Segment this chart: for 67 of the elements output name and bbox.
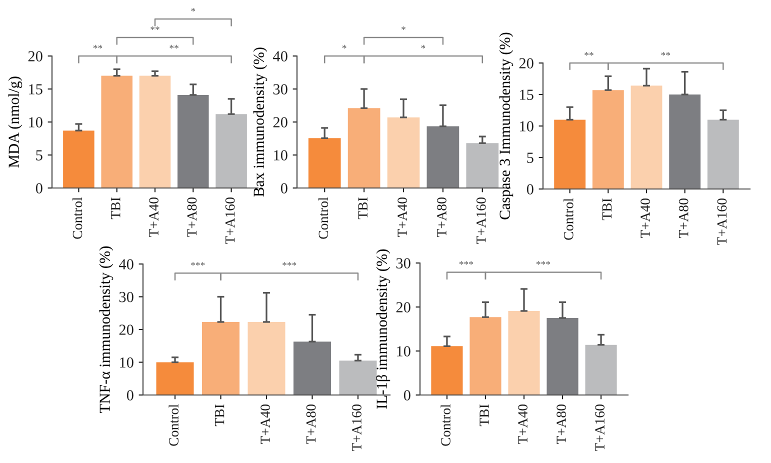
x-tick-label: T+A160 [595,404,605,451]
x-tick-label: T+A40 [398,198,407,238]
x-tick-label: T+A80 [556,404,566,444]
x-tick-label: TBI [215,404,224,426]
y-tick-label: 20 [396,302,410,312]
text: ** [661,52,670,56]
x-tick-label: TBI [111,198,120,220]
text: * [342,44,346,48]
x-tick-label: T+A80 [187,198,197,238]
x-tick-label: Control [168,404,178,446]
y-tick-label: 0 [404,390,410,400]
y-tick-label: 0 [36,183,42,194]
x-tick-label: T+A40 [149,198,158,238]
x-tick-label: Control [318,197,328,239]
y-tick-label: 10 [397,346,410,356]
annotation: *** [282,262,296,266]
y-tick-label: 10 [120,357,134,368]
x-tick-label: T+A40 [640,198,650,238]
y-tick-label: 30 [273,84,288,94]
text: ** [584,52,594,56]
y-tick-label: 0 [280,183,288,194]
annotation: *** [191,262,205,266]
x-tick-label: T+A80 [678,198,688,238]
text: ** [93,44,102,48]
y-tick-label: 10 [29,117,42,128]
x-tick-label: T+A40 [260,404,270,444]
y-tick-label: 40 [272,51,288,62]
x-tick-label: TBI [358,198,368,220]
x-tick-label: TBI [602,198,612,220]
x-tick-label: T+A160 [352,404,362,451]
x-tick-label: T+A80 [306,404,316,444]
annotation: *** [536,261,550,265]
x-tick-label: T+A80 [437,198,446,238]
x-tick-label: Control [564,198,574,240]
y-tick-label: 0 [126,390,134,400]
y-axis-title: TNF-α immunodensity (%) [99,246,114,413]
y-tick-label: 20 [273,117,288,128]
y-tick-label: 20 [28,51,42,62]
x-tick-label: Control [72,197,82,239]
y-tick-label: 15 [520,90,534,100]
y-tick-label: 5 [36,150,42,160]
y-axis-title: Caspase 3 Immunodensity (%) [499,32,514,220]
y-tick-label: 30 [396,258,410,268]
y-tick-label: 20 [119,324,134,335]
x-tick-label: T+A40 [518,404,528,444]
y-tick-label: 40 [118,259,134,270]
y-tick-label: 5 [527,152,534,163]
x-tick-label: T+A160 [225,198,235,244]
y-tick-label: 20 [519,58,534,68]
x-tick-label: TBI [480,404,489,426]
annotation: *** [459,261,474,265]
x-tick-label: T+A160 [476,198,486,244]
y-tick-label: 10 [274,150,288,160]
y-tick-label: 15 [29,84,42,94]
text: ** [170,44,178,48]
text: ** [150,26,160,30]
text: * [402,26,406,30]
y-axis-title: IL-1β immunodensity (%) [376,249,390,409]
x-tick-label: T+A160 [717,198,727,245]
y-axis-title: Bax immunodensity (%) [253,48,268,197]
y-tick-label: 30 [119,292,134,302]
y-tick-label: 0 [526,184,534,194]
text: * [191,8,196,12]
y-axis-title: MDA (nmol/g) [8,76,22,168]
text: * [421,44,426,48]
y-tick-label: 10 [520,121,534,132]
x-tick-label: Control [440,404,450,446]
